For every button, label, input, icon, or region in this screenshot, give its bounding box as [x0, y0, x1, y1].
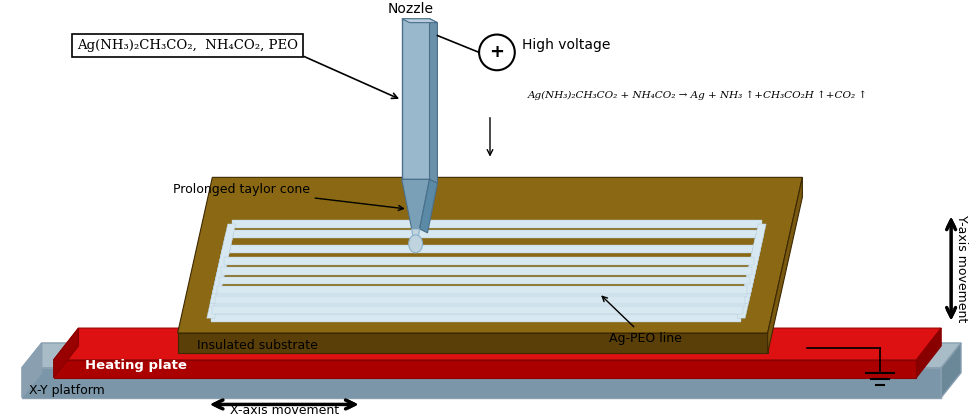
Text: +: + [489, 43, 505, 61]
Polygon shape [226, 245, 757, 253]
Polygon shape [207, 249, 230, 318]
Circle shape [479, 35, 514, 70]
Text: X-Y platform: X-Y platform [28, 384, 105, 397]
Text: Ag(NH₃)₂CH₃CO₂,  NH₄CO₂, PEO: Ag(NH₃)₂CH₃CO₂, NH₄CO₂, PEO [77, 39, 298, 52]
Polygon shape [402, 179, 429, 229]
Polygon shape [217, 286, 748, 294]
Text: Heating plate: Heating plate [85, 359, 187, 372]
Polygon shape [210, 234, 233, 303]
Text: High voltage: High voltage [521, 38, 611, 53]
Polygon shape [221, 267, 752, 275]
Text: Insulated substrate: Insulated substrate [197, 339, 318, 352]
Polygon shape [737, 249, 760, 318]
Text: X-axis movement: X-axis movement [230, 404, 339, 417]
Text: Ag-PEO line: Ag-PEO line [602, 296, 682, 344]
Text: Nozzle: Nozzle [388, 2, 434, 16]
Polygon shape [217, 289, 747, 297]
Polygon shape [743, 224, 766, 293]
Polygon shape [229, 230, 760, 238]
Polygon shape [211, 314, 741, 322]
Polygon shape [402, 19, 437, 23]
Polygon shape [941, 343, 961, 398]
Polygon shape [22, 343, 961, 368]
Polygon shape [22, 343, 42, 398]
Polygon shape [220, 277, 750, 285]
Polygon shape [916, 328, 941, 378]
Polygon shape [54, 328, 78, 378]
Polygon shape [214, 299, 745, 307]
Ellipse shape [409, 235, 422, 253]
Polygon shape [429, 19, 437, 184]
Polygon shape [402, 19, 429, 179]
Polygon shape [215, 296, 745, 304]
Text: Y-axis movement: Y-axis movement [955, 215, 967, 322]
Polygon shape [54, 328, 941, 360]
Polygon shape [741, 234, 764, 303]
Polygon shape [177, 333, 767, 353]
Polygon shape [412, 229, 419, 249]
Polygon shape [213, 306, 743, 314]
Text: Ag(NH₃)₂CH₃CO₂ + NH₄CO₂ → Ag + NH₃ ↑+CH₃CO₂H ↑+CO₂ ↑: Ag(NH₃)₂CH₃CO₂ + NH₄CO₂ → Ag + NH₃ ↑+CH₃… [528, 90, 868, 100]
Polygon shape [54, 360, 916, 378]
Polygon shape [223, 257, 754, 265]
Polygon shape [231, 220, 762, 228]
Polygon shape [22, 368, 941, 398]
Polygon shape [213, 224, 235, 293]
Polygon shape [767, 177, 803, 353]
Polygon shape [419, 179, 437, 233]
Polygon shape [177, 177, 803, 333]
Text: Prolonged taylor cone: Prolonged taylor cone [172, 183, 404, 211]
